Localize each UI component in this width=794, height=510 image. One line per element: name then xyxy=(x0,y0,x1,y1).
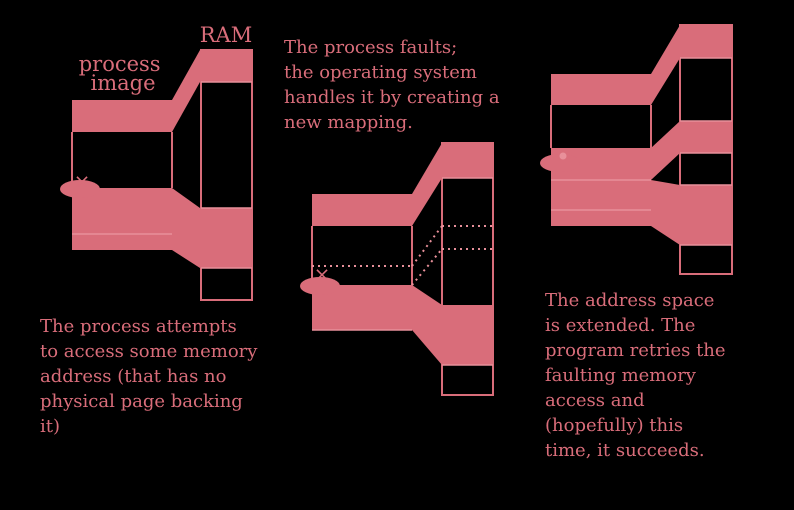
mapping-connector-middle xyxy=(651,121,680,180)
ram-column xyxy=(200,49,253,301)
process-image-column xyxy=(71,100,173,250)
caption-step-2: The process faults; the operating system… xyxy=(284,37,505,133)
fault-x-marker-2: × xyxy=(314,262,331,286)
access-pointer xyxy=(300,277,340,295)
ram-column xyxy=(679,24,733,275)
access-point-dot xyxy=(559,152,567,160)
process-image-column xyxy=(311,194,413,331)
new-mapping-line-top xyxy=(411,225,443,267)
caption-line: address (that has no xyxy=(40,366,226,387)
mapping-connector-top xyxy=(412,143,442,226)
mapping-connector-top xyxy=(651,25,680,105)
mapping-connector-bottom xyxy=(172,188,200,268)
caption-line: time, it succeeds. xyxy=(545,440,705,461)
caption-line: The address space xyxy=(545,290,714,311)
process-image-column xyxy=(550,74,652,226)
process-image-label-line: image xyxy=(90,71,155,95)
mapping-connector-bottom xyxy=(651,180,680,245)
caption-line: new mapping. xyxy=(284,112,413,133)
panel-2: × The process faults; the operating syst… xyxy=(284,37,505,396)
caption-step-3: The address space is extended. The progr… xyxy=(545,290,731,461)
mapping-connector-bottom xyxy=(412,285,442,365)
caption-line: (hopefully) this xyxy=(545,415,683,436)
process-image-label-line: process xyxy=(79,52,161,76)
fault-x-marker-1: × xyxy=(74,169,91,193)
ram-label: RAM xyxy=(200,23,252,47)
caption-step-1: The process attempts to access some memo… xyxy=(40,316,263,437)
new-mapping-line-bottom xyxy=(411,248,443,286)
caption-line: to access some memory xyxy=(40,341,258,362)
caption-line: program retries the xyxy=(545,340,726,361)
caption-line: access and xyxy=(545,390,645,411)
process-image-label: process image xyxy=(79,52,168,95)
caption-line: The process attempts xyxy=(40,316,237,337)
caption-line: The process faults; xyxy=(284,37,457,58)
caption-line: it) xyxy=(40,416,60,437)
panel-3: The address space is extended. The progr… xyxy=(540,24,733,461)
mapping-connector-top xyxy=(172,50,200,132)
caption-line: physical page backing xyxy=(40,391,243,412)
caption-line: faulting memory xyxy=(545,365,697,386)
caption-line: handles it by creating a xyxy=(284,87,500,108)
access-pointer xyxy=(540,154,580,172)
caption-line: the operating system xyxy=(284,62,477,83)
access-pointer xyxy=(60,180,100,198)
caption-line: is extended. The xyxy=(545,315,695,336)
panel-1: × process image RAM The process attempts… xyxy=(40,23,263,437)
ram-column xyxy=(441,142,494,396)
